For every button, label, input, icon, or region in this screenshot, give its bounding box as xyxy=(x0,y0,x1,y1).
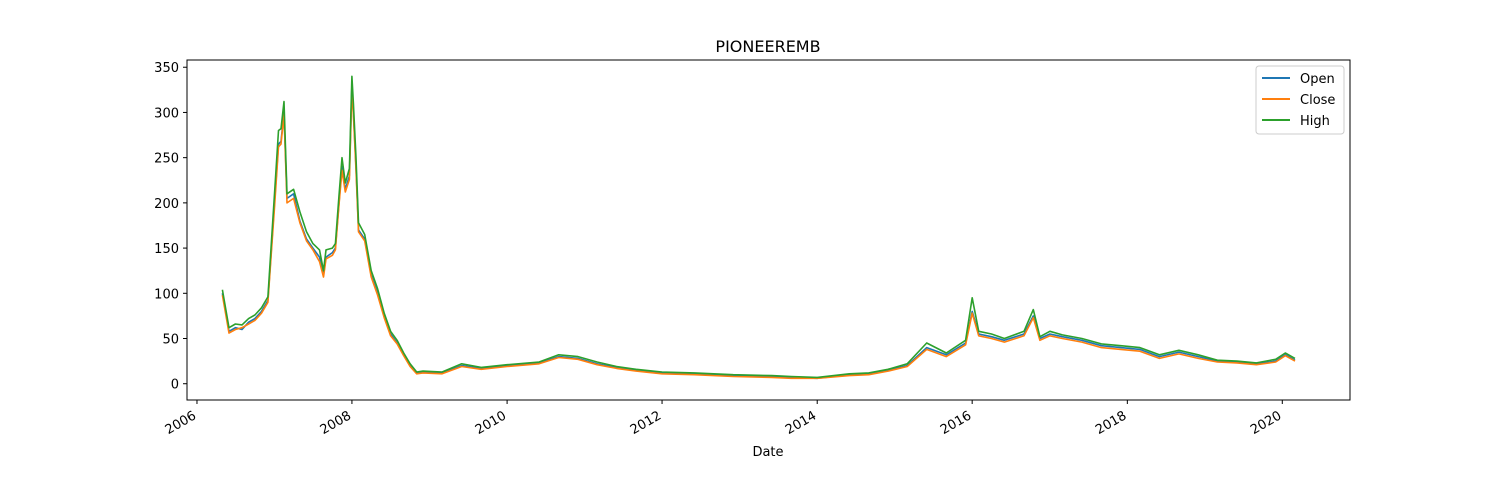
plot-area xyxy=(221,75,1296,380)
x-tick-label: 2018 xyxy=(1093,408,1129,438)
chart-title: PIONEEREMB xyxy=(715,37,820,56)
x-axis-label: Date xyxy=(752,445,783,460)
legend-label-open: Open xyxy=(1300,72,1335,87)
y-tick-label: 100 xyxy=(154,287,179,302)
x-tick-label: 2006 xyxy=(163,408,199,438)
y-tick-label: 250 xyxy=(154,152,179,167)
series-line-high xyxy=(221,75,1296,379)
legend-label-high: High xyxy=(1300,114,1330,129)
y-tick-label: 350 xyxy=(154,61,179,76)
x-tick-label: 2008 xyxy=(318,408,354,438)
x-tick-label: 2016 xyxy=(938,408,974,438)
x-tick-label: 2020 xyxy=(1248,408,1284,438)
x-tick-label: 2014 xyxy=(783,408,819,438)
series-line-close xyxy=(221,89,1296,380)
legend: Open Close High xyxy=(1255,65,1345,135)
x-tick-label: 2010 xyxy=(473,408,509,438)
x-tick-label: 2012 xyxy=(628,408,664,438)
series-line-open xyxy=(221,84,1296,380)
y-axis: 0 50 100 150 200 250 300 350 xyxy=(154,61,187,393)
x-axis: 2006 2008 2010 2012 2014 2016 2018 2020 xyxy=(163,400,1284,438)
legend-box xyxy=(1255,65,1345,135)
y-tick-label: 50 xyxy=(162,333,179,348)
axes-frame xyxy=(186,59,1351,401)
y-tick-label: 150 xyxy=(154,242,179,257)
y-tick-label: 0 xyxy=(171,378,179,393)
legend-label-close: Close xyxy=(1300,93,1335,108)
y-tick-label: 300 xyxy=(154,106,179,121)
y-tick-label: 200 xyxy=(154,197,179,212)
